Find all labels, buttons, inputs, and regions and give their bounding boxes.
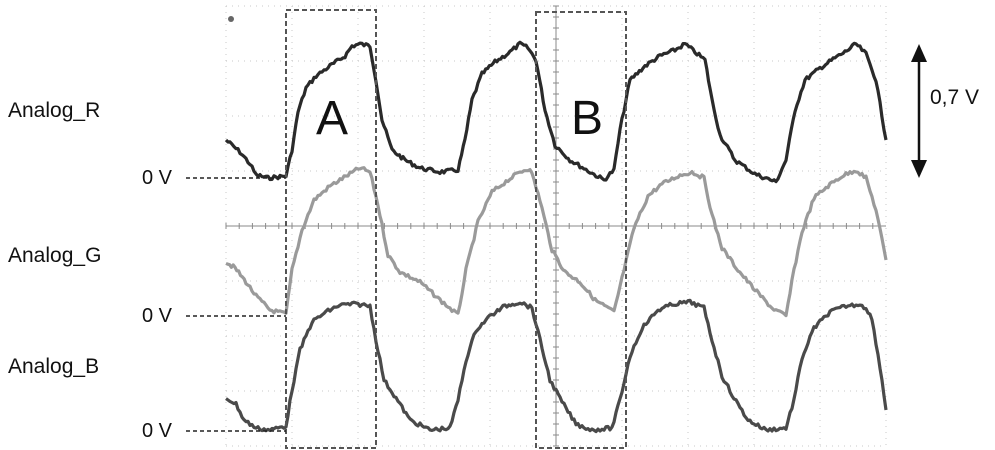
waveform-traces: [224, 40, 888, 434]
region-a-box: [285, 9, 377, 449]
analog-b-trace: [225, 298, 888, 434]
region-a-label: A: [316, 92, 348, 145]
region-b-label: B: [571, 92, 603, 145]
zero-label-b: 0 V: [142, 420, 173, 442]
zero-label-r: 0 V: [142, 167, 173, 189]
screen-marker-dot: [228, 16, 234, 22]
analog-r-trace: [224, 40, 888, 184]
scale-label: 0,7 V: [930, 86, 979, 109]
analog-g-trace: [225, 166, 888, 318]
channel-label-g: Analog_G: [8, 244, 101, 267]
zero-label-g: 0 V: [142, 305, 173, 327]
scope-grid: [225, 5, 887, 447]
channel-label-r: Analog_R: [8, 99, 100, 122]
region-b-box: [535, 11, 627, 449]
channel-label-b: Analog_B: [8, 355, 99, 378]
scale-arrow-icon: [911, 44, 927, 178]
